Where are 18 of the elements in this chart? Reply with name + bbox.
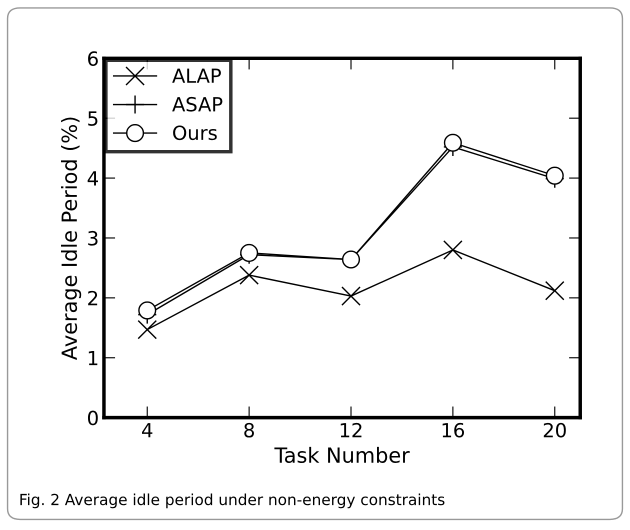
y-tick-label: 6 <box>88 51 98 66</box>
legend-label: ALAP <box>172 68 221 83</box>
x-axis-title: Task Number <box>274 446 410 463</box>
x-tick-label: 20 <box>544 422 566 438</box>
y-tick-label: 4 <box>88 171 98 186</box>
y-tick-label: 0 <box>88 410 98 426</box>
x-tick-label: 4 <box>142 423 152 438</box>
y-tick-label: 5 <box>88 111 98 126</box>
legend-label: ASAP <box>172 96 222 112</box>
x-tick-label: 16 <box>442 422 464 438</box>
legend-label: Ours <box>173 125 217 140</box>
x-tick-label: 8 <box>244 422 254 438</box>
y-tick-label: 3 <box>88 230 98 246</box>
y-axis-title: Average Idle Period (%) <box>61 118 82 360</box>
y-tick-label: 2 <box>88 290 98 306</box>
x-tick-label: 12 <box>340 422 362 438</box>
y-tick-label: 1 <box>88 350 98 366</box>
caption: Fig. 2 Average idle period under non-energy constraints <box>20 493 444 508</box>
